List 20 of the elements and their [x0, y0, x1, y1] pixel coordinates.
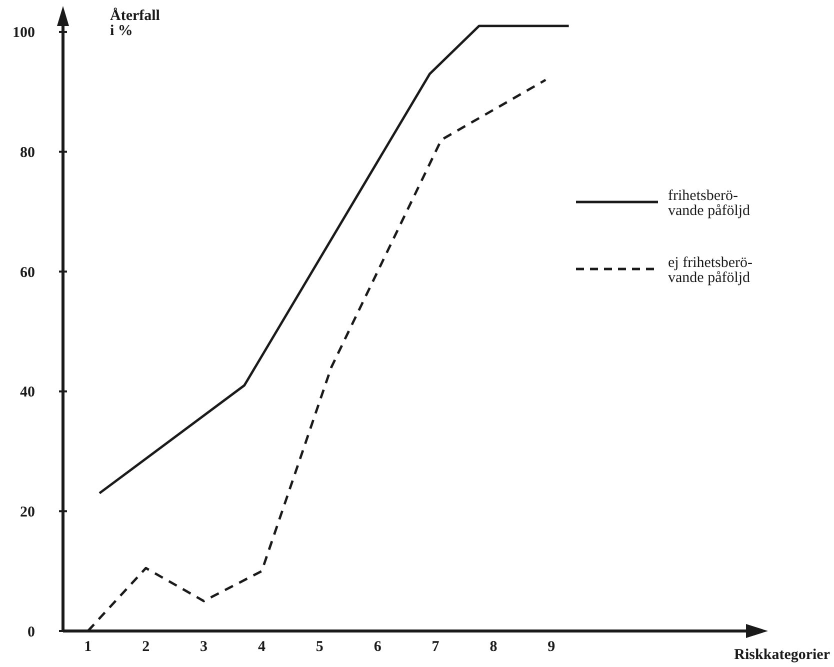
y-tick-label: 60 — [20, 264, 35, 281]
x-tick-label: 1 — [84, 639, 92, 655]
y-axis-title: Återfall i % — [110, 7, 160, 39]
y-tick-label: 40 — [20, 384, 35, 401]
x-axis-title: Riskkategorier — [734, 647, 830, 663]
line-series — [98, 24, 570, 494]
x-tick-label: 8 — [490, 639, 498, 655]
text: ej frihetsberö- vande påföljd — [668, 255, 753, 286]
x-tick-label: 5 — [316, 639, 324, 655]
x-tick-label: 7 — [432, 639, 440, 655]
x-tick-label: 2 — [142, 639, 150, 655]
y-tick-label: 20 — [20, 504, 35, 520]
y-tick-label: 100 — [12, 25, 35, 42]
y-tick-label: 0 — [28, 624, 35, 640]
x-tick-label: 4 — [258, 639, 266, 655]
x-tick-label: 3 — [200, 639, 208, 655]
x-tick-label: 6 — [374, 639, 382, 655]
text: frihetsberö- vande påföljd — [668, 188, 751, 219]
x-tick-label: 9 — [548, 639, 556, 655]
y-tick-label: 80 — [20, 145, 35, 162]
